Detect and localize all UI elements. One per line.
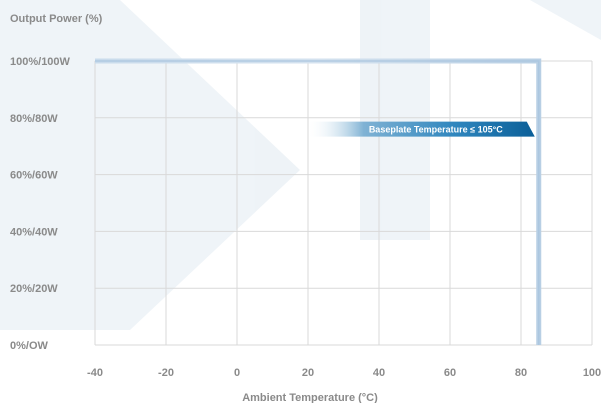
y-tick-label: 80%/80W bbox=[10, 113, 58, 125]
y-tick-label: 40%/40W bbox=[10, 226, 58, 238]
y-tick-label: 20%/20W bbox=[10, 283, 58, 295]
y-tick-label: 60%/60W bbox=[10, 170, 58, 182]
y-tick-label: 100%/100W bbox=[10, 56, 71, 68]
x-tick-labels: -40 -20 0 20 40 60 80 100 bbox=[87, 367, 601, 379]
x-tick-label: -20 bbox=[158, 367, 174, 379]
derating-curve-core bbox=[95, 60, 540, 345]
y-tick-label: 0%/OW bbox=[10, 340, 49, 352]
annotation-label: Baseplate Temperature ≤ 105°C bbox=[369, 125, 503, 135]
series-group bbox=[95, 58, 542, 345]
annotation-group: Baseplate Temperature ≤ 105°C bbox=[306, 121, 535, 137]
x-tick-label: 40 bbox=[373, 367, 385, 379]
y-axis-label: Output Power (%) bbox=[10, 13, 103, 25]
x-tick-label: 100 bbox=[583, 367, 601, 379]
watermark bbox=[0, 0, 601, 330]
x-tick-label: 80 bbox=[515, 367, 527, 379]
x-tick-label: 0 bbox=[234, 367, 240, 379]
x-tick-label: 20 bbox=[302, 367, 314, 379]
y-tick-labels: 0%/OW 20%/20W 40%/40W 60%/60W 80%/80W 100%/10… bbox=[10, 56, 71, 352]
annotation-banner bbox=[306, 121, 535, 137]
x-axis-label: Ambient Temperature (°C) bbox=[242, 392, 378, 403]
x-tick-label: -40 bbox=[87, 367, 103, 379]
x-tick-label: 60 bbox=[444, 367, 456, 379]
